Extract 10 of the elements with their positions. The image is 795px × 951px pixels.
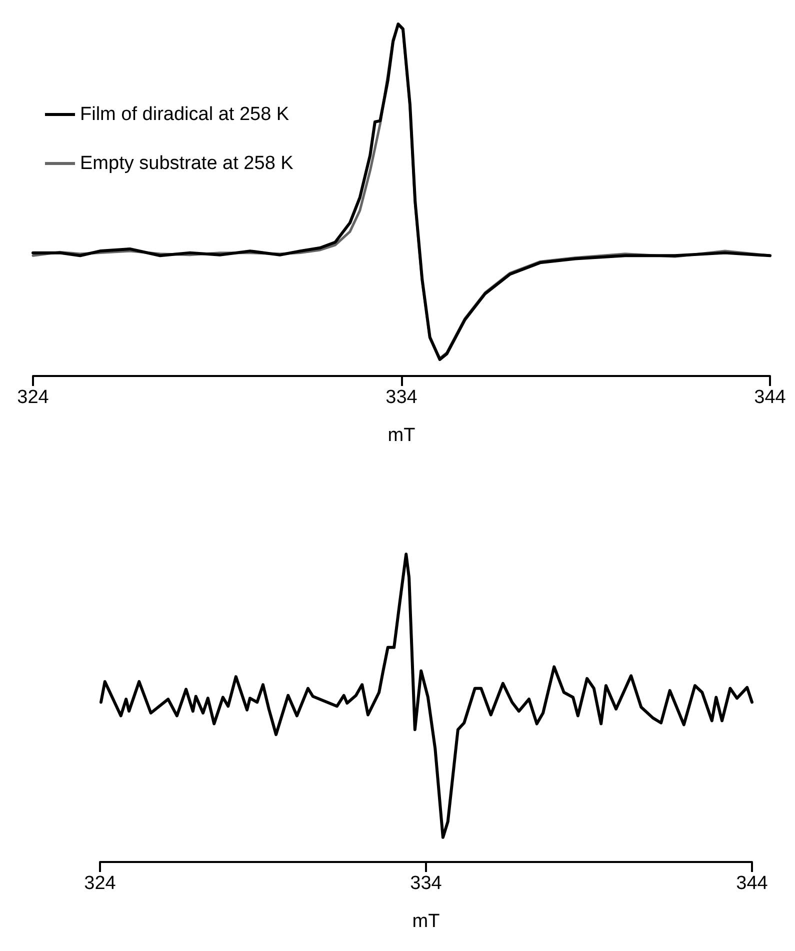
legend-label: Film of diradical at 258 K bbox=[80, 104, 290, 125]
x-axis-title: mT bbox=[412, 911, 440, 932]
x-axis-title: mT bbox=[388, 425, 416, 446]
x-tick-label: 334 bbox=[386, 387, 418, 408]
x-tick-label: 324 bbox=[84, 873, 116, 894]
x-tick-label: 324 bbox=[17, 387, 50, 408]
x-tick-label: 344 bbox=[754, 387, 786, 408]
x-tick-label: 334 bbox=[410, 873, 442, 894]
x-tick-label: 344 bbox=[736, 873, 768, 894]
legend-label: Empty substrate at 258 K bbox=[80, 153, 294, 174]
